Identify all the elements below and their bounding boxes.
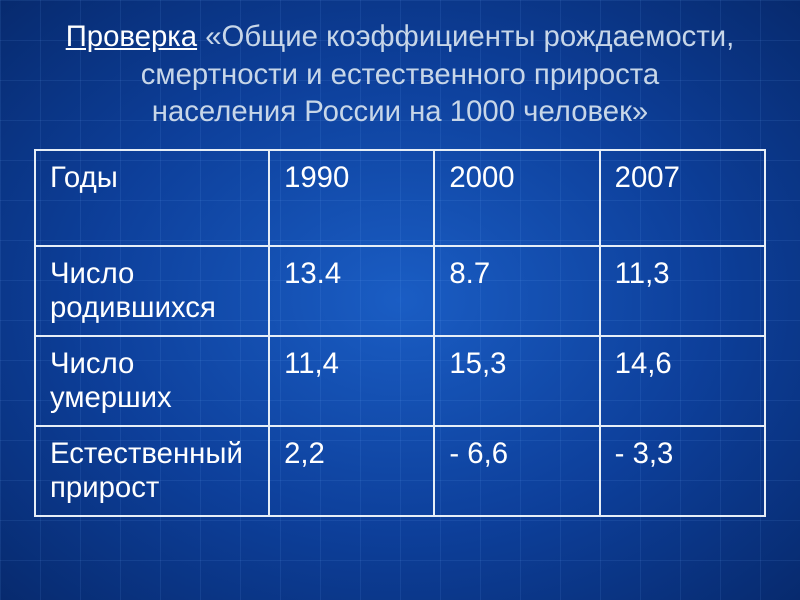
cell-deaths-2000: 15,3 <box>434 336 599 426</box>
title-line2: смертности и естественного прироста <box>141 58 659 91</box>
header-year-2007: 2007 <box>600 150 765 246</box>
cell-births-2000: 8.7 <box>434 246 599 336</box>
table-row: Число родившихся 13.4 8.7 11,3 <box>35 246 765 336</box>
row-label-births: Число родившихся <box>35 246 269 336</box>
cell-births-2007: 11,3 <box>600 246 765 336</box>
title-lead-underlined: Проверка <box>66 20 197 53</box>
cell-births-1990: 13.4 <box>269 246 434 336</box>
table-row: Естественный прирост 2,2 - 6,6 - 3,3 <box>35 426 765 516</box>
cell-increase-2000: - 6,6 <box>434 426 599 516</box>
title-rest-line1: «Общие коэффициенты рождаемости, <box>197 20 734 53</box>
row-label-natural-increase: Естественный прирост <box>35 426 269 516</box>
title-line3: населения России на 1000 человек» <box>152 95 649 128</box>
slide-title: Проверка «Общие коэффициенты рождаемости… <box>34 18 766 131</box>
row-label-deaths: Число умерших <box>35 336 269 426</box>
cell-deaths-1990: 11,4 <box>269 336 434 426</box>
table-row: Годы 1990 2000 2007 <box>35 150 765 246</box>
header-year-1990: 1990 <box>269 150 434 246</box>
cell-deaths-2007: 14,6 <box>600 336 765 426</box>
table-row: Число умерших 11,4 15,3 14,6 <box>35 336 765 426</box>
cell-increase-2007: - 3,3 <box>600 426 765 516</box>
header-year-2000: 2000 <box>434 150 599 246</box>
header-label: Годы <box>35 150 269 246</box>
slide: Проверка «Общие коэффициенты рождаемости… <box>0 0 800 600</box>
data-table: Годы 1990 2000 2007 Число родившихся 13.… <box>34 149 766 517</box>
cell-increase-1990: 2,2 <box>269 426 434 516</box>
